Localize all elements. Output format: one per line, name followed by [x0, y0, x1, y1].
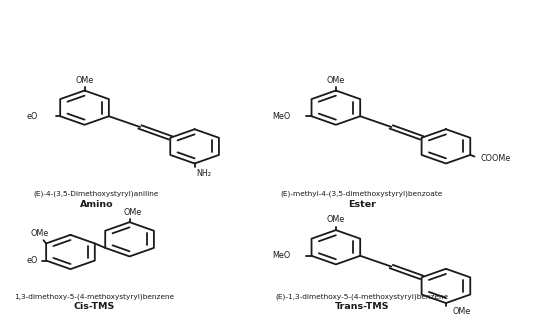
Text: Cis-TMS: Cis-TMS	[73, 302, 115, 311]
Text: MeO: MeO	[272, 251, 290, 260]
Text: Trans-TMS: Trans-TMS	[335, 302, 389, 311]
Text: OMe: OMe	[327, 76, 345, 85]
Text: eO: eO	[27, 112, 38, 121]
Text: eO: eO	[27, 256, 38, 265]
Text: OMe: OMe	[327, 215, 345, 224]
Text: Ester: Ester	[348, 200, 376, 209]
Text: (E)-methyl-4-(3,5-dimethoxystyryl)benzoate: (E)-methyl-4-(3,5-dimethoxystyryl)benzoa…	[281, 190, 443, 196]
Text: OMe: OMe	[76, 76, 94, 85]
Text: (E)-4-(3,5-Dimethoxystyryl)aniline: (E)-4-(3,5-Dimethoxystyryl)aniline	[34, 190, 159, 196]
Text: Amino: Amino	[79, 200, 113, 209]
Text: COOMe: COOMe	[480, 154, 510, 163]
Text: 1,3-dimethoxy-5-(4-methoxystyryl)benzene: 1,3-dimethoxy-5-(4-methoxystyryl)benzene	[14, 293, 174, 300]
Text: NH₂: NH₂	[197, 169, 212, 178]
Text: MeO: MeO	[272, 112, 290, 121]
Text: OMe: OMe	[31, 229, 49, 238]
Text: OMe: OMe	[453, 308, 471, 316]
Text: (E)-1,3-dimethoxy-5-(4-methoxystyryl)benzene: (E)-1,3-dimethoxy-5-(4-methoxystyryl)ben…	[275, 293, 448, 300]
Text: OMe: OMe	[123, 208, 141, 217]
